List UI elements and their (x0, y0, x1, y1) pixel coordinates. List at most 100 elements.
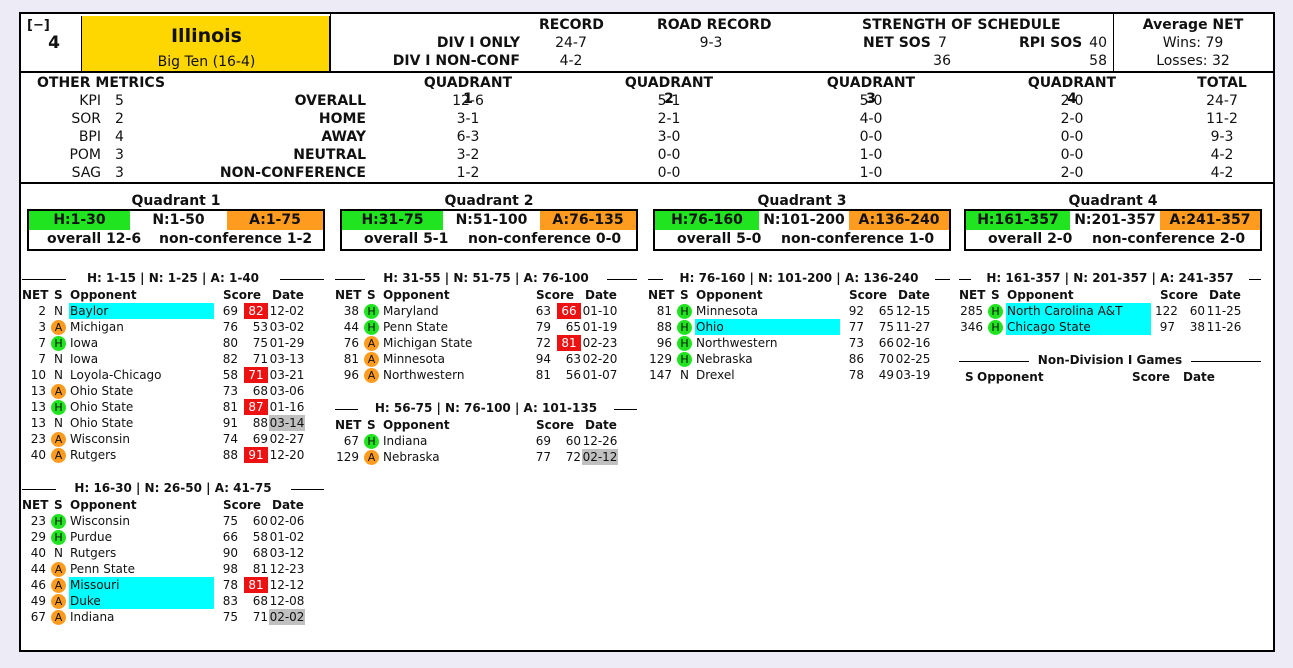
game-row[interactable]: 49 A Duke 83 68 12-08 (22, 593, 324, 609)
quad-record: 0-0 (859, 129, 883, 145)
opponent-name: Northwestern (383, 368, 465, 382)
section-label: H: 76-160 | N: 101-200 | A: 136-240 (679, 271, 919, 285)
game-row[interactable]: 3 A Michigan 76 53 03-02 (22, 319, 324, 335)
col-net: NET (648, 288, 675, 302)
away-badge: A (51, 578, 66, 593)
game-row[interactable]: 29 H Purdue 66 58 01-02 (22, 529, 324, 545)
game-date: 03-12 (269, 546, 305, 560)
away-badge: A (364, 450, 379, 465)
game-row[interactable]: 81 A Minnesota 94 63 02-20 (335, 351, 637, 367)
metric-value: 3 (115, 147, 124, 163)
game-row[interactable]: 2 N Baylor 69 82 12-02 (22, 303, 324, 319)
game-date: 02-27 (269, 432, 305, 446)
game-row[interactable]: 23 A Wisconsin 74 69 02-27 (22, 431, 324, 447)
q2-summary-box: H:31-75 N:51-100 A:76-135 overall 5-1 no… (340, 209, 638, 251)
game-row[interactable]: 76 A Michigan State 72 81 02-23 (335, 335, 637, 351)
opponent-name: Ohio State (70, 400, 134, 414)
team-name: Illinois (170, 25, 242, 47)
game-row[interactable]: 88 H Ohio 77 75 11-27 (648, 319, 950, 335)
divider (21, 71, 1273, 73)
collapse-toggle[interactable]: [−] (27, 18, 50, 33)
game-date: 03-14 (269, 415, 305, 431)
opponent-score: 60 (565, 434, 581, 448)
game-row[interactable]: 13 N Ohio State 91 88 03-14 (22, 415, 324, 431)
game-row[interactable]: 67 H Indiana 69 60 12-26 (335, 433, 637, 449)
divider (290, 489, 324, 490)
game-row[interactable]: 96 H Northwestern 73 66 02-16 (648, 335, 950, 351)
opponent-score: 53 (252, 320, 268, 334)
team-score: 86 (848, 352, 864, 366)
game-row[interactable]: 285 H North Carolina A&T 122 60 11-25 (959, 303, 1261, 319)
opponent-name: Northwestern (696, 336, 778, 350)
q2-heading: QUADRANT 2 (624, 75, 714, 107)
overall-record: overall 2-0 (988, 231, 1073, 247)
quad-record: 1-2 (456, 165, 480, 181)
game-row[interactable]: 67 A Indiana 75 71 02-02 (22, 609, 324, 625)
game-row[interactable]: 40 N Rutgers 90 68 03-12 (22, 545, 324, 561)
team-score: 92 (848, 304, 864, 318)
team-score: 73 (848, 336, 864, 350)
col-site: S (680, 288, 689, 302)
game-row[interactable]: 38 H Maryland 63 66 01-10 (335, 303, 637, 319)
game-row[interactable]: 147 N Drexel 78 49 03-19 (648, 367, 950, 383)
game-row[interactable]: 346 H Chicago State 97 38 11-26 (959, 319, 1261, 335)
game-net: 49 (30, 594, 46, 608)
game-row[interactable]: 96 A Northwestern 81 56 01-07 (335, 367, 637, 383)
section-label: H: 31-55 | N: 51-75 | A: 76-100 (383, 271, 589, 285)
section-header: H: 16-30 | N: 26-50 | A: 41-75 (22, 481, 324, 497)
home-badge: H (364, 304, 379, 319)
metric-value: 2 (115, 111, 124, 127)
table-header-row: NET S Opponent Score Date (22, 497, 324, 513)
game-row[interactable]: 81 H Minnesota 92 65 12-15 (648, 303, 950, 319)
home-badge: H (51, 400, 66, 415)
opponent-name: Baylor (69, 303, 214, 319)
overall-record: overall 5-0 (677, 231, 762, 247)
game-row[interactable]: 13 H Ohio State 81 87 01-16 (22, 399, 324, 415)
team-score: 77 (535, 450, 551, 464)
opponent-name: Michigan (70, 320, 124, 334)
avg-net-heading: Average NET (1142, 17, 1244, 33)
divider (934, 279, 950, 280)
q3-summary-title: Quadrant 3 (757, 193, 847, 209)
q1-heading: QUADRANT 1 (423, 75, 513, 107)
game-row[interactable]: 7 N Iowa 82 71 03-13 (22, 351, 324, 367)
total-heading: TOTAL (1197, 75, 1247, 91)
div1-only-label: DIV I ONLY (436, 35, 520, 51)
game-row[interactable]: 46 A Missouri 78 81 12-12 (22, 577, 324, 593)
quad-record: 0-0 (1060, 147, 1084, 163)
game-row[interactable]: 129 A Nebraska 77 72 02-12 (335, 449, 637, 465)
quad-record: 0-0 (1060, 129, 1084, 145)
col-opponent: Opponent (383, 288, 450, 302)
game-row[interactable]: 40 A Rutgers 88 91 12-20 (22, 447, 324, 463)
game-table: NET S Opponent Score Date 38 H Maryland 63 66 01-1… (335, 287, 637, 383)
divider (648, 279, 664, 280)
game-date: 02-20 (582, 352, 618, 366)
metric-name: SAG (71, 165, 101, 181)
game-row[interactable]: 7 H Iowa 80 75 01-29 (22, 335, 324, 351)
metric-name: BPI (78, 129, 101, 145)
team-score: 88 (222, 448, 238, 462)
game-row[interactable]: 10 N Loyola-Chicago 58 71 03-21 (22, 367, 324, 383)
game-table: S Opponent Score Date (959, 369, 1261, 385)
away-badge: A (51, 594, 66, 609)
game-net: 29 (30, 530, 46, 544)
game-row[interactable]: 13 A Ohio State 73 68 03-06 (22, 383, 324, 399)
home-badge: H (988, 320, 1003, 335)
game-table: NET S Opponent Score Date 285 H North Carolina … (959, 287, 1261, 335)
game-row[interactable]: 44 H Penn State 79 65 01-19 (335, 319, 637, 335)
opponent-name: Chicago State (1006, 319, 1151, 335)
opponent-name: Iowa (70, 336, 99, 350)
game-row[interactable]: 44 A Penn State 98 81 12-23 (22, 561, 324, 577)
team-sheet: [−] 4 Illinois Big Ten (16-4) RECORD ROA… (19, 12, 1275, 652)
col-date: Date (272, 288, 304, 302)
opponent-name: Ohio State (70, 384, 134, 398)
game-row[interactable]: 23 H Wisconsin 75 60 02-06 (22, 513, 324, 529)
metric-name: SOR (71, 111, 101, 127)
team-score: 77 (848, 320, 864, 334)
opponent-score: 66 (878, 336, 894, 350)
quad-record: 12-6 (452, 93, 484, 109)
game-row[interactable]: 129 H Nebraska 86 70 02-25 (648, 351, 950, 367)
opponent-score: 38 (1189, 320, 1205, 334)
col-score: Score (223, 288, 262, 302)
team-score: 58 (222, 368, 238, 382)
